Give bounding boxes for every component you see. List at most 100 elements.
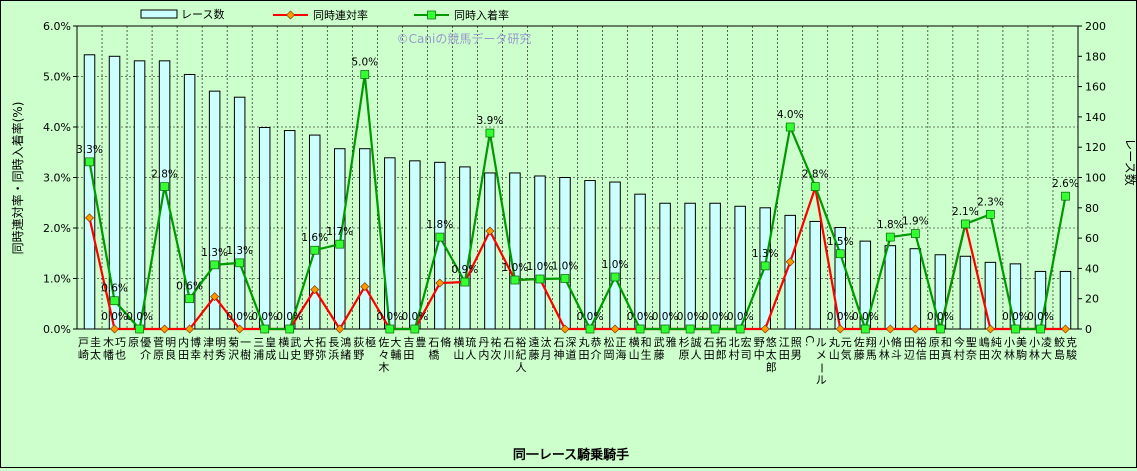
x-tick-label: 江田 — [779, 336, 790, 362]
x-tick-label: 菊沢 — [228, 336, 239, 362]
x-tick-char: 奈 — [966, 348, 977, 362]
x-tick-char: 菅 — [153, 336, 164, 349]
x-tick-char: 拓 — [716, 335, 727, 349]
x-tick-label: 巧也 — [115, 336, 126, 362]
x-tick-char: 元 — [841, 336, 852, 349]
x-tick-char: 弥 — [315, 348, 326, 362]
x-tick-label: 博幸 — [190, 336, 201, 362]
x-tick-label: 琉人 — [465, 335, 476, 362]
legend-marker-rentai — [286, 10, 295, 20]
data-label-rentai: 0.0% — [1002, 311, 1029, 323]
x-tick-char: 豊 — [415, 336, 426, 349]
bar-race-count — [634, 193, 646, 330]
bar-race-count — [584, 180, 596, 330]
x-tick-char: 石 — [553, 336, 564, 349]
x-tick-char: 月 — [540, 349, 551, 362]
marker-nyuchaku — [135, 324, 144, 334]
marker-nyuchaku — [635, 324, 645, 334]
x-tick-char: 長 — [328, 336, 339, 349]
x-tick-label: 美駒 — [1016, 336, 1027, 362]
x-tick-label: 荻野 — [353, 336, 364, 362]
x-tick-label: 祐次 — [490, 336, 501, 362]
x-tick-label: 一樹 — [240, 336, 251, 362]
x-tick-char: 村 — [203, 348, 214, 362]
x-tick-char: 佐 — [378, 335, 389, 349]
x-tick-label: 拓弥 — [315, 335, 326, 362]
x-tick-label: 豊 — [415, 336, 426, 349]
marker-nyuchaku — [110, 296, 119, 306]
x-tick-char: 明 — [215, 336, 226, 349]
x-tick-char: 介 — [140, 349, 151, 362]
x-tick-char: 林 — [879, 348, 890, 362]
x-tick-char: 藤 — [854, 349, 865, 362]
x-tick-label: 聖奈 — [966, 336, 977, 362]
x-tick-label: 裕信 — [916, 336, 927, 362]
data-label-nyuchaku: 1.0% — [527, 261, 554, 273]
data-label-nyuchaku: 2.3% — [977, 196, 1004, 208]
marker-nyuchaku — [260, 324, 270, 334]
marker-nyuchaku — [435, 232, 445, 242]
x-tick-label: 明良 — [165, 336, 176, 362]
y-left-tick-label: 4.0% — [43, 121, 71, 134]
y-axis-left-title: 同時連対率・同時入着率(%) — [10, 102, 25, 255]
x-tick-char: 悠 — [766, 335, 777, 349]
x-tick-char: 和 — [641, 336, 652, 349]
y-right-tick-label: 160 — [1085, 81, 1106, 94]
x-tick-label: 大野 — [303, 335, 314, 362]
bar-race-count — [158, 60, 171, 330]
marker-nyuchaku — [1011, 324, 1020, 334]
x-tick-label: 裕紀人 — [515, 336, 526, 374]
x-tick-label: 脩斗 — [891, 335, 902, 362]
x-tick-char: 佐 — [854, 335, 865, 349]
x-tick-char: 木 — [378, 361, 389, 374]
x-tick-label: 杉原 — [679, 335, 690, 362]
bar-race-count — [959, 255, 972, 330]
bar-race-count — [258, 127, 271, 330]
x-tick-label: 嶋田 — [979, 335, 990, 362]
data-label-nyuchaku: 1.5% — [827, 236, 854, 248]
x-tick-char: 江 — [779, 336, 790, 349]
data-label-rentai: 0.0% — [276, 311, 303, 323]
bar-race-count — [233, 96, 246, 330]
data-label-nyuchaku: 3.3% — [76, 144, 103, 156]
x-tick-label: 丸田 — [579, 336, 590, 362]
x-tick-label: 津村 — [203, 336, 214, 362]
x-tick-char: 沢 — [228, 348, 239, 362]
x-tick-char: 和 — [941, 336, 952, 349]
x-tick-char: 裕 — [916, 336, 927, 349]
legend-label-nyuchaku: 同時入着率 — [454, 8, 509, 22]
marker-nyuchaku — [560, 274, 570, 283]
x-tick-char: 照 — [791, 336, 802, 349]
x-tick-char: 田 — [178, 349, 189, 362]
x-tick-label: 克駿 — [1066, 336, 1077, 362]
legend: レース数 同時連対率 同時入着率 — [140, 8, 509, 22]
marker-rentai — [610, 324, 620, 334]
y-right-tick-label: 100 — [1085, 172, 1106, 185]
x-tick-char: 圭 — [90, 336, 101, 349]
data-label-nyuchaku: 1.6% — [301, 232, 328, 244]
bar-race-count — [359, 148, 371, 330]
x-tick-label: 菅原 — [153, 336, 164, 362]
bar-race-count — [1059, 270, 1072, 330]
marker-nyuchaku — [860, 324, 870, 334]
marker-rentai — [160, 324, 170, 334]
marker-rentai — [185, 324, 195, 334]
marker-nyuchaku — [835, 249, 845, 259]
bar-race-count — [384, 157, 396, 330]
x-tick-label: 極 — [365, 335, 376, 349]
marker-rentai — [885, 324, 895, 334]
data-label-rentai: 0.0% — [627, 311, 654, 323]
marker-nyuchaku — [785, 122, 795, 132]
x-tick-char: 浦 — [253, 349, 264, 362]
line-series — [85, 70, 1070, 334]
bar-race-count — [984, 261, 997, 330]
marker-rentai — [85, 213, 95, 223]
x-tick-char: 石 — [428, 336, 439, 349]
x-tick-label: 野中 — [754, 336, 765, 362]
data-label-nyuchaku: 1.3% — [752, 248, 779, 260]
x-tick-char: 凌 — [1041, 335, 1052, 349]
x-tick-label: 北村 — [729, 336, 740, 362]
data-label-nyuchaku: 1.0% — [502, 262, 529, 274]
x-tick-char: 今 — [954, 335, 965, 349]
bar-race-count — [484, 172, 496, 330]
